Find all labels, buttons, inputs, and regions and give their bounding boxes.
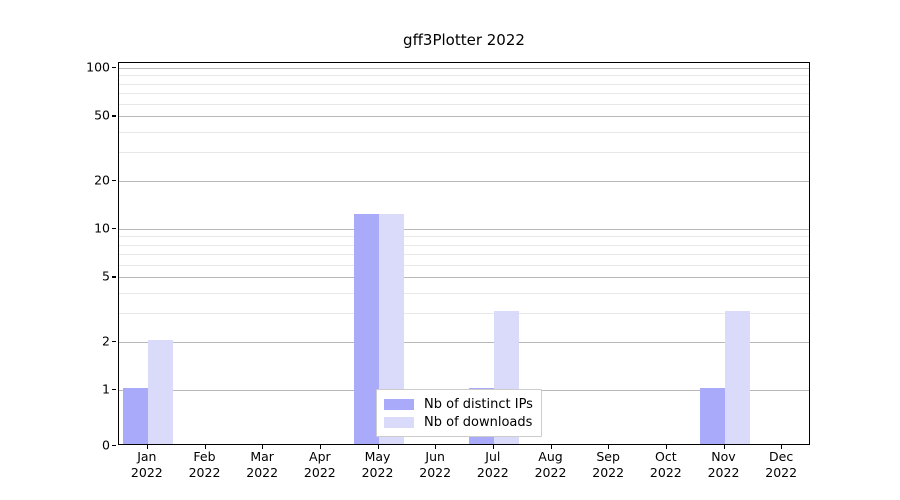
legend-label: Nb of downloads: [424, 414, 533, 430]
x-axis-tick-year: 2022: [188, 465, 221, 480]
gridline-minor: [119, 253, 809, 255]
x-axis-tick-mark: [377, 445, 379, 449]
x-axis-tick-month: Jun: [425, 449, 445, 464]
gridline-major: [119, 180, 809, 182]
x-axis-tick-label: Nov 2022: [708, 449, 740, 481]
gridline-minor: [119, 313, 809, 315]
x-axis-tick-label: Jul 2022: [477, 449, 509, 481]
x-axis-tick-mark: [319, 445, 322, 449]
y-axis-tick-label: 10: [94, 220, 110, 236]
chart-title: gff3Plotter 2022: [403, 31, 525, 49]
x-axis-tick-year: 2022: [130, 465, 163, 480]
x-axis-tick-label: Oct 2022: [650, 449, 682, 481]
gridline-minor: [119, 264, 809, 266]
x-axis-tick-mark: [435, 445, 437, 449]
gridline-minor: [119, 83, 809, 85]
y-axis-tick-mark: [112, 115, 116, 117]
legend-swatch: [384, 416, 414, 428]
y-axis-tick-mark: [112, 445, 116, 447]
legend-item: Nb of distinct IPs: [384, 395, 533, 413]
gridline-minor: [119, 152, 809, 154]
x-axis-tick-month: Apr: [309, 449, 331, 464]
x-axis-tick-year: 2022: [246, 465, 279, 480]
legend-label: Nb of distinct IPs: [424, 396, 533, 412]
x-axis-tick-label: Aug 2022: [535, 449, 567, 481]
gridline-major: [119, 116, 809, 118]
y-axis: 0 1 2 5 10 20 50 100: [58, 59, 110, 453]
x-axis-tick-mark: [204, 445, 206, 449]
plot-area: [118, 62, 810, 445]
gridline-minor: [119, 293, 809, 295]
x-axis-tick-label: May 2022: [362, 449, 394, 481]
x-axis-tick-month: Aug: [538, 449, 563, 464]
x-axis-tick-year: 2022: [649, 465, 682, 480]
x-axis-tick-month: Dec: [769, 449, 794, 464]
x-axis-tick-year: 2022: [303, 465, 336, 480]
x-axis-tick-year: 2022: [765, 465, 798, 480]
x-axis-tick-label: Apr 2022: [304, 449, 336, 481]
gridline-major: [119, 68, 809, 69]
gridline-minor: [119, 244, 809, 246]
x-axis-tick-mark: [492, 445, 495, 449]
x-axis-tick-label: Mar 2022: [246, 449, 278, 481]
bar: [147, 339, 173, 444]
bar: [353, 214, 379, 444]
x-axis-tick-mark: [781, 445, 783, 449]
x-axis-tick-month: Mar: [250, 449, 274, 464]
x-axis-tick-label: Jan 2022: [131, 449, 163, 481]
gridline-minor: [119, 75, 809, 77]
x-axis-tick-mark: [723, 445, 725, 449]
bar: [699, 388, 725, 444]
x-axis-tick-year: 2022: [592, 465, 625, 480]
y-axis-tick-label: 100: [86, 59, 110, 75]
y-axis-tick-mark: [112, 228, 116, 230]
legend-swatch: [384, 398, 414, 410]
gridline-minor: [119, 132, 809, 134]
x-axis-tick-label: Dec 2022: [765, 449, 797, 481]
x-axis-tick-year: 2022: [419, 465, 452, 480]
x-axis-tick-label: Sep 2022: [592, 449, 624, 481]
x-axis-tick-mark: [146, 445, 149, 449]
x-axis-tick-mark: [550, 445, 552, 449]
x-axis-tick-month: Nov: [711, 449, 736, 464]
chart-legend: Nb of distinct IPs Nb of downloads: [376, 389, 542, 437]
bar: [122, 388, 148, 444]
x-axis-tick-month: Feb: [193, 449, 216, 464]
x-axis-tick-label: Jun 2022: [419, 449, 451, 481]
x-axis-tick-year: 2022: [476, 465, 509, 480]
gridline-major: [119, 341, 809, 343]
x-axis-tick-mark: [665, 445, 668, 449]
x-axis-tick-month: Jan: [137, 449, 157, 464]
y-axis-tick-label: 2: [102, 333, 110, 349]
y-axis-tick-mark: [112, 389, 116, 391]
x-axis-tick-month: May: [364, 449, 391, 464]
bar: [724, 311, 750, 444]
gridline-major: [119, 229, 809, 230]
y-axis-tick-label: 1: [102, 381, 110, 397]
y-axis-tick-label: 5: [102, 268, 110, 284]
y-axis-tick-mark: [112, 276, 116, 278]
y-axis-tick-label: 50: [94, 107, 110, 123]
x-axis-tick-year: 2022: [534, 465, 567, 480]
gridline-minor: [119, 103, 809, 105]
x-axis-tick-month: Jul: [485, 449, 501, 464]
x-axis: Jan 2022 Feb 2022 Mar 2022 Apr 2022 May 2022 Jun 20…: [118, 449, 810, 497]
x-axis-tick-mark: [608, 445, 610, 449]
x-axis-tick-month: Oct: [655, 449, 677, 464]
x-axis-tick-year: 2022: [707, 465, 740, 480]
x-axis-tick-month: Sep: [596, 449, 620, 464]
gridline-minor: [119, 236, 809, 238]
x-axis-tick-mark: [262, 445, 264, 449]
y-axis-tick-mark: [112, 179, 116, 181]
x-axis-tick-label: Feb 2022: [189, 449, 221, 481]
gridline-major: [119, 277, 809, 279]
legend-item: Nb of downloads: [384, 413, 533, 431]
y-axis-tick-mark: [112, 340, 116, 342]
y-axis-tick-label: 20: [94, 172, 110, 188]
gridline-minor: [119, 92, 809, 94]
y-axis-tick-mark: [112, 67, 116, 69]
x-axis-tick-year: 2022: [361, 465, 394, 480]
y-axis-tick-label: 0: [102, 437, 110, 453]
